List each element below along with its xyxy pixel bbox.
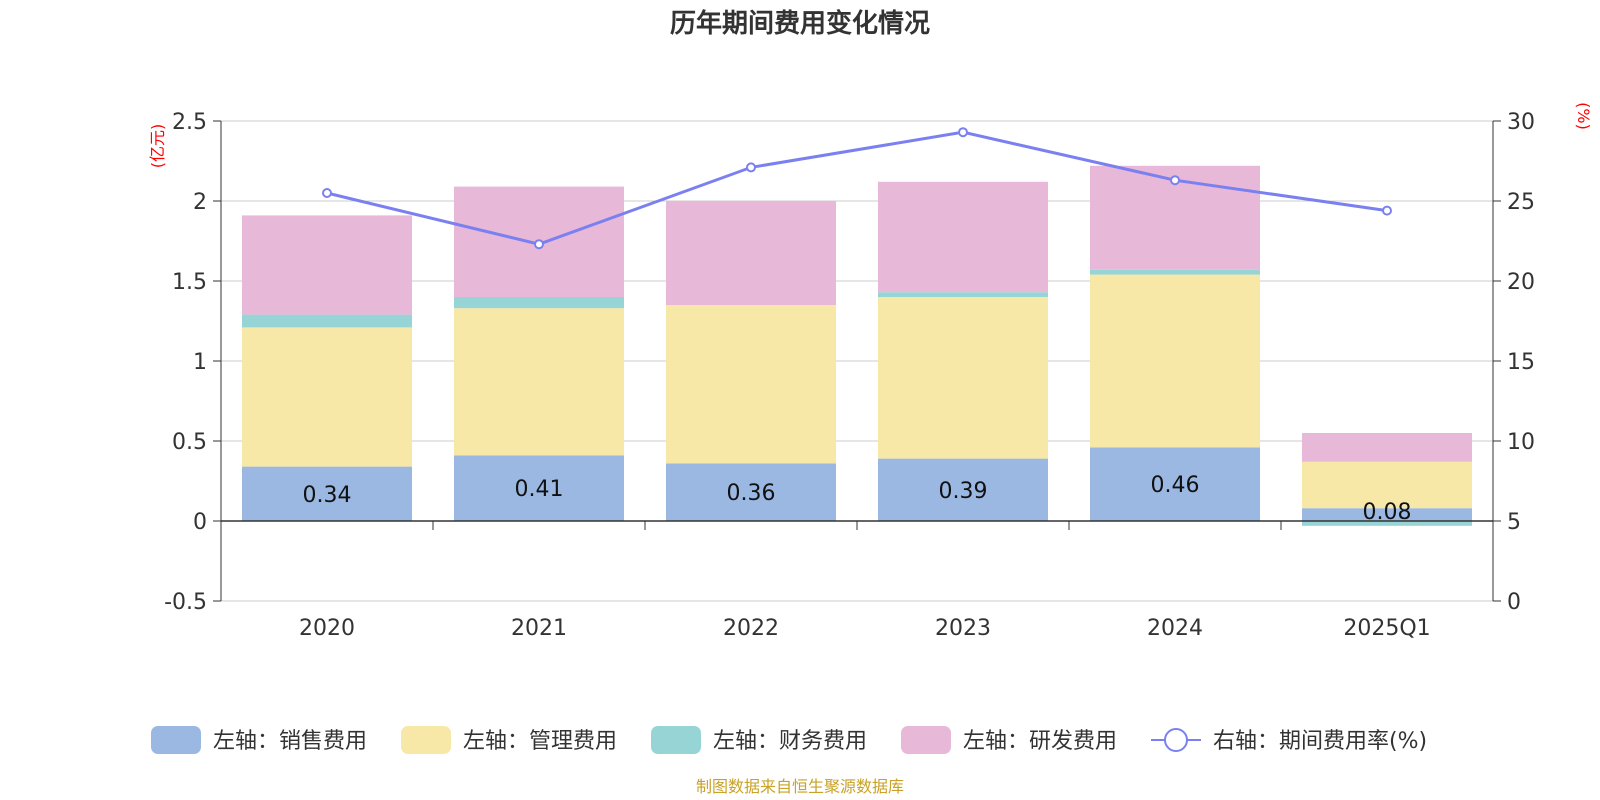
left-axis-unit: (亿元) [148,124,167,169]
axes: 2.5 2 1.5 1 0.5 0 -0.5 30 25 20 15 10 5 0 2020 2021 2022… [164,110,1535,641]
left-tick-label: 2 [193,190,207,215]
bar-segment [1302,461,1472,509]
right-tick-label: 5 [1507,510,1521,535]
rate-point [1382,205,1392,216]
rate-point [958,127,968,138]
legend-label: 左轴：销售费用 [213,729,367,754]
rate-point [322,188,332,198]
legend-swatch [901,726,951,754]
legend-label: 左轴：研发费用 [963,729,1117,754]
data-labels: 0.34 0.41 0.36 0.39 0.46 0.08 [303,473,1412,525]
rate-line-path [326,130,1388,246]
x-tick-label: 2020 [299,616,355,641]
rate-point [534,239,544,250]
grid-lines [221,120,1493,602]
bar-segment [878,181,1048,293]
bar-segment [454,297,624,309]
x-tick-label: 2021 [511,616,567,641]
x-tick-label: 2024 [1147,616,1203,641]
right-tick-label: 10 [1507,430,1535,455]
bar-segment [1090,269,1260,275]
rate-point [746,162,756,173]
left-tick-label: 1.5 [172,270,207,295]
data-label: 0.39 [939,479,988,504]
bar-segment [242,327,412,467]
right-tick-label: 20 [1507,270,1535,295]
left-tick-label: 2.5 [172,110,207,135]
left-tick-label: -0.5 [164,590,207,615]
bar-segment [878,458,1048,521]
bar-segment [242,466,412,521]
data-label: 0.41 [515,477,564,502]
legend-circle-swatch [1164,728,1188,752]
legend-label: 左轴：管理费用 [463,729,617,754]
bar-segment [1302,521,1472,526]
right-tick-label: 30 [1507,110,1535,135]
left-tick-label: 0 [193,510,207,535]
bar-segment [1090,274,1260,448]
data-label: 0.36 [727,481,776,506]
bar-segment [878,297,1048,459]
legend-label: 左轴：财务费用 [713,729,867,754]
right-tick-label: 15 [1507,350,1535,375]
legend-label: 右轴：期间费用率(%) [1213,729,1427,754]
right-axis-unit: (%) [1574,102,1593,130]
bar-segment [1090,447,1260,521]
bar-segment [666,305,836,464]
right-tick-label: 0 [1507,590,1521,615]
left-tick-label: 1 [193,350,207,375]
x-tick-label: 2023 [935,616,991,641]
bar-segment [666,463,836,521]
x-tick-label: 2025Q1 [1343,616,1430,641]
chart-title: 历年期间费用变化情况 [670,8,930,39]
rate-line [322,127,1392,250]
right-tick-label: 25 [1507,190,1535,215]
legend-swatch [651,726,701,754]
bar-segment [242,314,412,328]
data-label: 0.46 [1151,473,1200,498]
bar-segment [1302,433,1472,462]
legend: 左轴：销售费用 左轴：管理费用 左轴：财务费用 左轴：研发费用 右轴：期间费用率(%) [151,726,1427,754]
legend-swatch [151,726,201,754]
bar-segment [454,455,624,521]
data-label: 0.34 [303,483,352,508]
bar-segment [454,308,624,456]
bar-segment [242,215,412,315]
bar-segment [1302,508,1472,521]
data-label: 0.08 [1363,500,1412,525]
left-tick-label: 0.5 [172,430,207,455]
rate-point [1170,175,1180,186]
legend-swatch [401,726,451,754]
bar-segment [878,292,1048,297]
x-tick-label: 2022 [723,616,779,641]
source-note: 制图数据来自恒生聚源数据库 [696,777,904,796]
bars [242,165,1472,526]
bar-segment [666,201,836,305]
